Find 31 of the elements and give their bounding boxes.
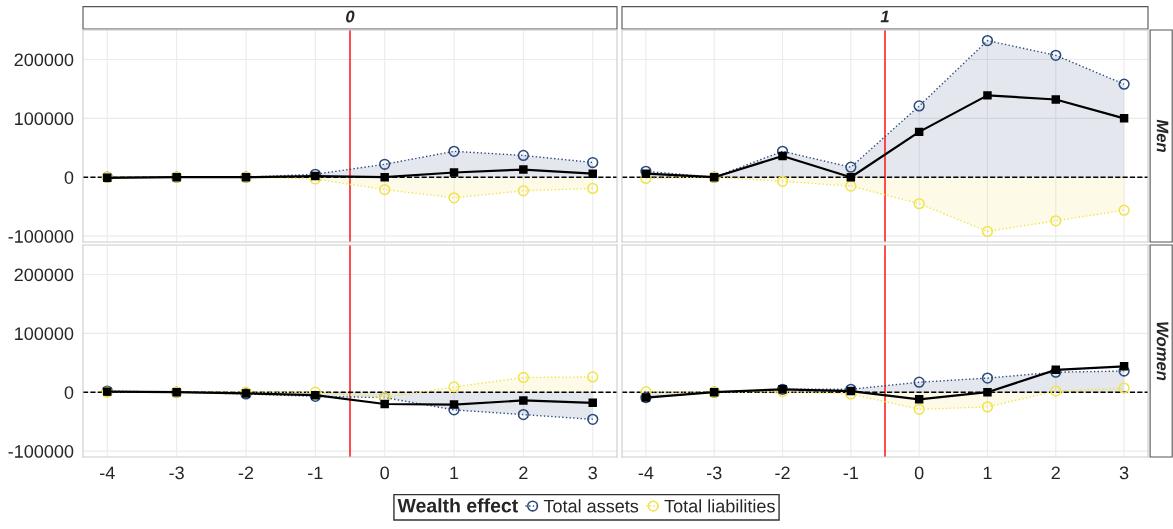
x-tick-label: -4 xyxy=(638,466,654,480)
y-tick-label: 0 xyxy=(64,386,74,399)
y-tick-label: 0 xyxy=(64,171,74,184)
x-tick-label: -2 xyxy=(238,466,254,480)
x-tick-label: -1 xyxy=(843,466,858,480)
text: Women xyxy=(1156,322,1169,381)
x-tick-label: 0 xyxy=(380,466,389,480)
x-tick-label: -2 xyxy=(775,466,790,480)
legend-label: Total assets xyxy=(543,499,639,513)
y-tick-label: -100000 xyxy=(8,230,74,243)
x-tick-label: 0 xyxy=(914,466,924,480)
legend-label: Total liabilities xyxy=(664,499,775,513)
x-tick-label: -3 xyxy=(707,466,722,480)
x-tick-label: 1 xyxy=(450,466,459,480)
x-tick-label: 3 xyxy=(1119,466,1129,480)
y-tick-label: 100000 xyxy=(15,327,74,341)
y-tick-label: -100000 xyxy=(8,445,74,458)
y-tick-label: 200000 xyxy=(14,53,74,67)
x-tick-label: 3 xyxy=(588,466,597,480)
chart-title: 0 xyxy=(346,10,355,23)
x-tick-label: -3 xyxy=(169,466,184,480)
x-tick-label: -4 xyxy=(100,466,115,480)
x-tick-label: 2 xyxy=(519,466,528,480)
chart-title: 1 xyxy=(880,10,889,23)
legend-title: Wealth effect xyxy=(397,498,518,513)
x-tick-label: 2 xyxy=(1051,466,1060,480)
y-tick-label: 100000 xyxy=(15,112,74,126)
text: Men xyxy=(1156,119,1169,152)
y-tick-label: 200000 xyxy=(14,268,74,282)
x-tick-label: -1 xyxy=(308,466,323,480)
x-tick-label: 1 xyxy=(983,466,992,480)
